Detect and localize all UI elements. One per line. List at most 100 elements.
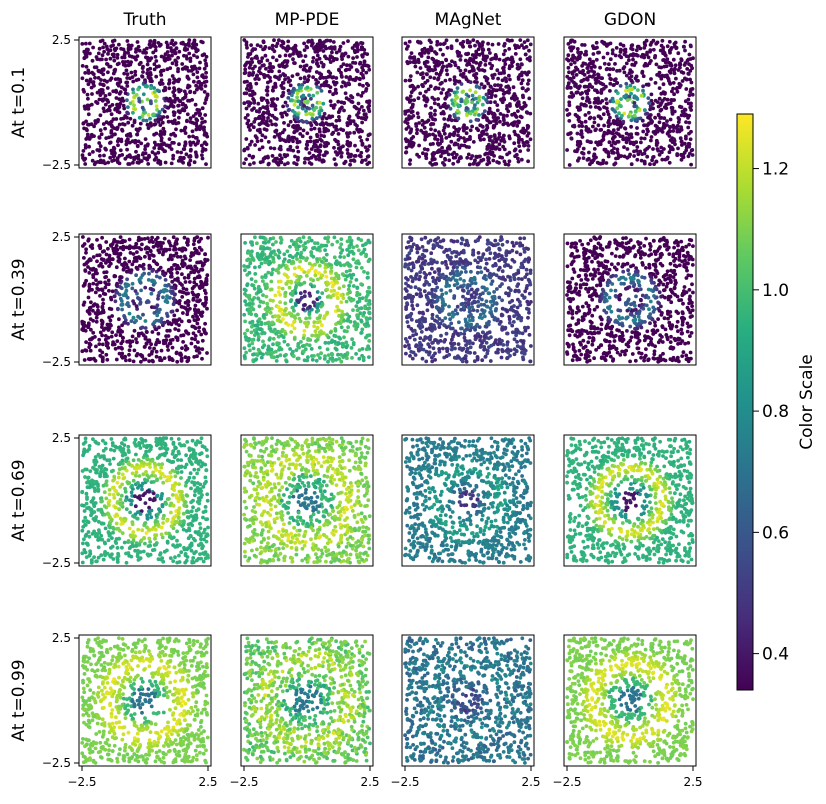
scatter-point: [172, 292, 177, 297]
scatter-point: [173, 96, 178, 101]
scatter-point: [125, 76, 130, 80]
scatter-point: [665, 75, 670, 80]
scatter-point: [493, 146, 498, 151]
scatter-point: [169, 266, 174, 270]
scatter-point: [260, 275, 265, 280]
scatter-point: [635, 145, 640, 149]
scatter-point: [338, 44, 343, 49]
scatter-point: [349, 152, 353, 157]
panels-grid: [78, 36, 697, 767]
scatter-point: [283, 301, 288, 306]
scatter-point: [242, 101, 247, 106]
scatter-point: [193, 102, 198, 107]
scatter-point: [601, 134, 606, 139]
scatter-point: [347, 67, 352, 72]
scatter-point: [367, 67, 372, 72]
scatter-point: [625, 98, 630, 102]
scatter-point: [136, 153, 141, 158]
scatter-point: [305, 256, 309, 261]
scatter-point: [196, 340, 200, 344]
scatter-point: [105, 322, 110, 327]
scatter-point: [205, 351, 209, 355]
scatter-point: [162, 109, 167, 114]
scatter-point: [101, 258, 106, 262]
scatter-point: [86, 68, 91, 73]
scatter-point: [290, 46, 295, 51]
scatter-point: [191, 134, 195, 139]
scatter-point: [337, 68, 342, 73]
scatter-point: [464, 106, 469, 110]
scatter-point: [438, 141, 442, 146]
scatter-point: [292, 272, 297, 277]
scatter-point: [301, 307, 306, 312]
scatter-point: [87, 284, 92, 289]
scatter-point: [444, 58, 449, 63]
scatter-point: [169, 274, 173, 279]
scatter-point: [480, 47, 485, 51]
scatter-point: [262, 73, 267, 77]
scatter-point: [128, 344, 133, 348]
scatter-point: [135, 250, 139, 255]
scatter-point: [404, 145, 409, 150]
scatter-point: [519, 115, 524, 120]
scatter-point: [183, 280, 188, 284]
scatter-point: [91, 275, 96, 280]
scatter-point: [143, 319, 148, 323]
scatter-point: [662, 105, 667, 110]
scatter-point: [146, 162, 151, 166]
scatter-point: [186, 299, 190, 303]
scatter-point: [450, 101, 455, 106]
scatter-point: [172, 263, 177, 267]
scatter-point: [356, 92, 360, 97]
scatter-point: [170, 345, 175, 350]
scatter-point: [305, 105, 309, 110]
scatter-point: [319, 44, 324, 49]
scatter-point: [283, 100, 288, 105]
scatter-point: [95, 148, 100, 152]
scatter-point: [293, 99, 298, 103]
scatter-point: [113, 48, 117, 53]
scatter-point: [121, 335, 125, 340]
scatter-point: [129, 319, 134, 323]
scatter-point: [523, 52, 528, 57]
scatter-point: [193, 268, 198, 273]
scatter-point: [684, 148, 689, 153]
scatter-point: [112, 274, 117, 279]
scatter-point: [176, 159, 181, 163]
scatter-point: [277, 77, 281, 81]
scatter-point: [204, 142, 209, 147]
scatter-point: [157, 146, 162, 151]
scatter-point: [679, 105, 684, 110]
scatter-point: [440, 145, 444, 150]
scatter-point: [456, 104, 461, 109]
scatter-point: [159, 68, 164, 73]
scatter-point: [303, 54, 308, 58]
scatter-point: [501, 52, 506, 57]
scatter-point: [195, 118, 200, 123]
scatter-point: [96, 118, 100, 122]
scatter-point: [107, 253, 112, 258]
scatter-point: [186, 291, 191, 296]
scatter-point: [506, 109, 511, 114]
scatter-point: [368, 132, 372, 137]
scatter-point: [349, 158, 353, 163]
scatter-point: [86, 96, 90, 101]
scatter-point: [586, 97, 591, 102]
scatter-point: [567, 94, 572, 99]
scatter-point: [285, 46, 289, 50]
scatter-point: [475, 80, 479, 84]
scatter-point: [588, 84, 593, 89]
scatter-point: [671, 81, 676, 85]
scatter-point: [106, 160, 111, 165]
scatter-point: [249, 85, 253, 90]
scatter-point: [356, 101, 361, 106]
scatter-point: [354, 352, 358, 356]
scatter-point: [448, 77, 452, 82]
scatter-point: [576, 108, 581, 112]
scatter-point: [180, 67, 185, 71]
scatter-point: [90, 268, 95, 272]
scatter-point: [80, 153, 85, 158]
scatter-point: [123, 321, 127, 325]
scatter-point: [141, 64, 145, 69]
scatter-point: [579, 129, 584, 133]
